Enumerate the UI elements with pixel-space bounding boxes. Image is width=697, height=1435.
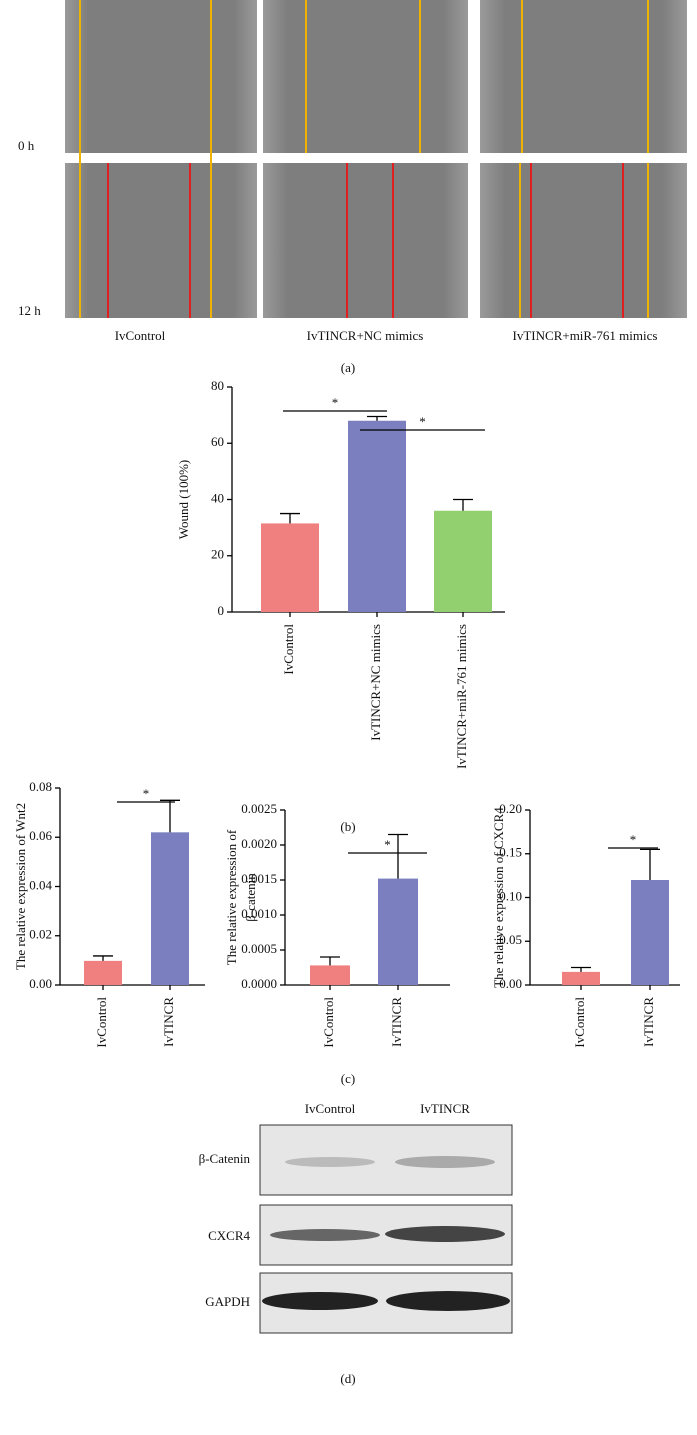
y-tick-label: 0.0025: [241, 801, 277, 816]
significance-mark: *: [143, 786, 150, 801]
y-tick-label: 0.00: [29, 976, 52, 991]
column-label: IvTINCR+NC mimics: [307, 328, 424, 343]
significance-mark: *: [384, 837, 391, 852]
row-label: 12 h: [18, 303, 41, 318]
y-tick-label: 0.0010: [241, 906, 277, 921]
x-tick-label: IvTINCR+NC mimics: [368, 624, 383, 741]
x-tick-label: IvTINCR: [161, 997, 176, 1047]
y-tick-label: 0.0005: [241, 941, 277, 956]
y-tick-label: 0.00: [499, 976, 522, 991]
y-tick-label: 0.04: [29, 877, 52, 892]
caption: (c): [341, 1071, 355, 1086]
x-tick-label: IvControl: [94, 997, 109, 1048]
x-tick-label: IvTINCR: [641, 997, 656, 1047]
y-tick-label: 0.20: [499, 801, 522, 816]
y-axis-label: The relative expression of Wnt2: [13, 803, 28, 970]
significance-mark: *: [332, 395, 339, 410]
y-axis-label: Wound (100%): [176, 460, 191, 539]
y-axis-label: The relative expression of: [224, 829, 239, 965]
y-tick-label: 0.0000: [241, 976, 277, 991]
column-label: IvTINCR+miR-761 mimics: [513, 328, 658, 343]
bar: [631, 880, 669, 985]
y-axis-label: β-catenin: [243, 873, 258, 922]
bar: [378, 878, 418, 985]
bar: [310, 965, 350, 985]
caption: (d): [340, 1371, 355, 1386]
y-tick-label: 0.10: [499, 888, 522, 903]
column-label: IvControl: [115, 328, 166, 343]
y-tick-label: 0.15: [499, 845, 522, 860]
significance-mark: *: [419, 414, 426, 429]
y-tick-label: 80: [211, 378, 224, 393]
bar: [261, 523, 319, 612]
bar: [84, 960, 122, 985]
row-label: 0 h: [18, 138, 35, 153]
y-axis-label: The relative expression of CXCR4: [491, 807, 506, 988]
x-tick-label: IvControl: [281, 624, 296, 675]
western-blot: [259, 1124, 513, 1334]
blot-row: GAPDH: [205, 1294, 250, 1309]
y-tick-label: 60: [211, 434, 224, 449]
y-tick-label: 0.0015: [241, 871, 277, 886]
blot-column: IvTINCR: [420, 1101, 470, 1116]
blot-column: IvControl: [305, 1101, 356, 1116]
caption: (a): [341, 360, 355, 375]
y-tick-label: 20: [211, 547, 224, 562]
y-tick-label: 40: [211, 490, 224, 505]
x-tick-label: IvControl: [321, 997, 336, 1048]
y-tick-label: 0.05: [499, 932, 522, 947]
bar: [434, 510, 492, 612]
caption: (b): [340, 819, 355, 834]
micrographs: [65, 0, 687, 318]
y-tick-label: 0.0020: [241, 836, 277, 851]
x-tick-label: IvTINCR: [389, 997, 404, 1047]
y-tick-label: 0: [218, 603, 225, 618]
y-tick-label: 0.06: [29, 828, 52, 843]
bar: [348, 420, 406, 612]
x-tick-label: IvControl: [572, 997, 587, 1048]
y-tick-label: 0.08: [29, 779, 52, 794]
blot-row: CXCR4: [208, 1228, 250, 1243]
y-tick-label: 0.02: [29, 927, 52, 942]
significance-mark: *: [630, 832, 637, 847]
bar: [562, 971, 600, 985]
x-tick-label: IvTINCR+miR-761 mimics: [454, 624, 469, 769]
bar: [151, 832, 189, 985]
blot-row: β-Catenin: [199, 1151, 251, 1166]
